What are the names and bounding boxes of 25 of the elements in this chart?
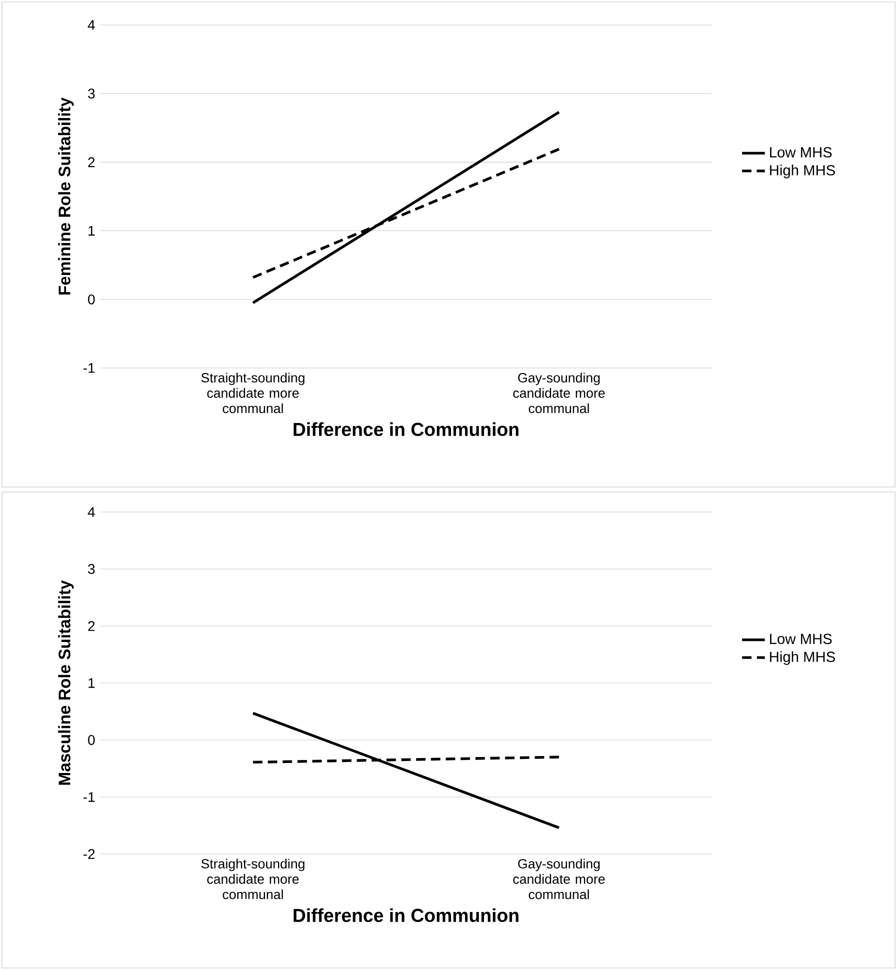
y-tick-label: 2: [88, 157, 95, 168]
legend-label: Low MHS: [770, 634, 832, 644]
x-axis-title: Difference in Communion: [294, 422, 518, 436]
y-tick-label: -1: [83, 363, 95, 373]
legend-label: High MHS: [770, 164, 835, 178]
y-axis-title: Feminine Role Suitability: [58, 97, 74, 294]
y-tick-label: 0: [88, 735, 95, 745]
x-axis-title: Difference in Communion: [294, 908, 518, 922]
legend-label: High MHS: [770, 651, 835, 665]
y-axis-title: Masculine Role Suitability: [58, 580, 74, 785]
x-tick-label: Straight-sounding candidate more communal: [201, 372, 304, 414]
y-tick-label: 3: [88, 564, 95, 574]
y-tick-label: -1: [83, 792, 95, 802]
y-tick-label: 1: [88, 226, 95, 236]
y-tick-label: 4: [88, 20, 95, 30]
y-tick-label: 0: [88, 294, 95, 304]
y-tick-label: 4: [88, 507, 95, 517]
y-tick-label: 3: [88, 88, 95, 99]
y-tick-label: 2: [88, 621, 95, 631]
y-tick-label: 1: [88, 678, 95, 688]
legend-label: Low MHS: [770, 147, 832, 158]
x-tick-label: Gay-sounding candidate more communal: [513, 372, 605, 414]
x-tick-label: Gay-sounding candidate more communal: [513, 858, 605, 900]
y-tick-label: -2: [83, 849, 95, 859]
x-tick-label: Straight-sounding candidate more communal: [201, 858, 304, 900]
